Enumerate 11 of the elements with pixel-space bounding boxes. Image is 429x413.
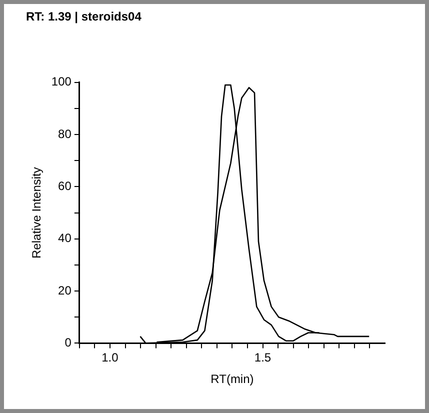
x-tick-label: 1.0 [102, 350, 119, 365]
y-tick-label: 80 [58, 126, 72, 141]
y-tick-label: 100 [51, 74, 72, 89]
y-tick-label: 0 [64, 336, 72, 350]
x-tick-label: 1.5 [254, 350, 272, 365]
y-tick-label: 20 [58, 283, 72, 298]
y-axis-title: Relative Intensity [30, 167, 44, 258]
y-tick-label: 40 [58, 231, 72, 246]
x-axis-title: RT(min) [210, 372, 254, 386]
y-tick-label: 60 [58, 179, 72, 194]
chart-title: RT: 1.39 | steroids04 [26, 10, 142, 24]
